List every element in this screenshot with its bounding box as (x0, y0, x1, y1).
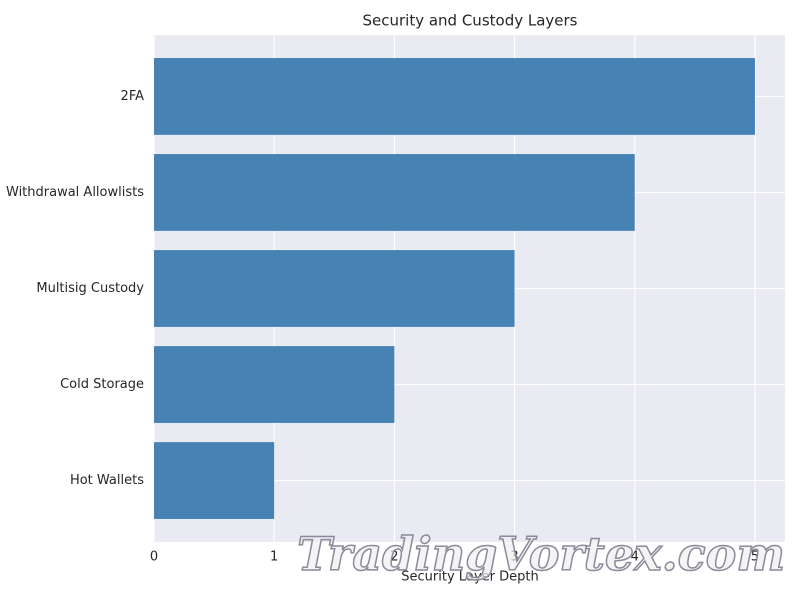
bar (154, 442, 275, 519)
x-axis-label: Security Layer Depth (401, 570, 539, 585)
y-tick-label: Multisig Custody (36, 281, 144, 296)
x-tick-label: 4 (631, 550, 639, 565)
x-tick-label: 5 (751, 550, 759, 565)
chart-title: Security and Custody Layers (362, 12, 577, 30)
bar (154, 58, 755, 135)
x-tick-label: 3 (510, 550, 518, 565)
y-tick-label: 2FA (121, 89, 145, 104)
bar (154, 346, 395, 423)
watermark: TradingVortex.com (297, 527, 785, 581)
y-tick-label: Hot Wallets (70, 473, 144, 488)
bar (154, 154, 635, 231)
x-tick-label: 1 (270, 550, 278, 565)
x-tick-label: 2 (390, 550, 398, 565)
bar (154, 250, 515, 327)
y-tick-label: Cold Storage (60, 377, 144, 392)
x-tick-label: 0 (150, 550, 158, 565)
y-tick-label: Withdrawal Allowlists (6, 185, 144, 200)
